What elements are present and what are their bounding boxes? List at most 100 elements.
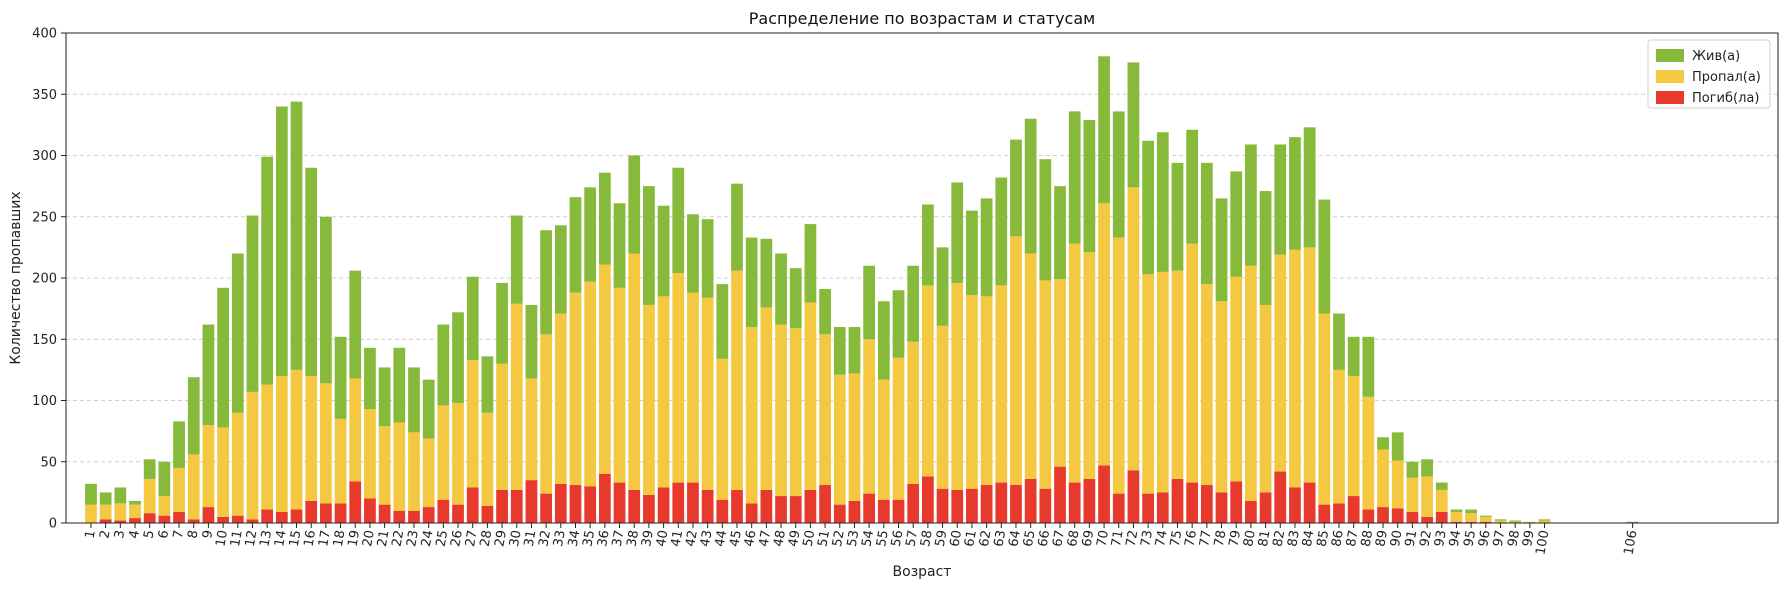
bar-segment xyxy=(1112,237,1125,494)
bar-segment xyxy=(1391,460,1404,509)
bar-segment xyxy=(173,421,185,468)
bar-segment xyxy=(628,253,641,490)
bar-segment xyxy=(129,500,141,505)
bar-segment xyxy=(643,304,655,495)
bar-segment xyxy=(1318,199,1331,314)
bar-segment xyxy=(1112,493,1125,523)
bar-segment xyxy=(1186,129,1199,244)
bar-segment xyxy=(143,478,156,514)
bar-segment xyxy=(1303,247,1316,483)
bar-segment xyxy=(1465,513,1478,522)
bar-segment xyxy=(1391,508,1404,523)
bar-segment xyxy=(877,379,890,500)
bar-segment xyxy=(716,358,729,500)
bar-segment xyxy=(643,186,655,305)
bar-segment xyxy=(85,483,97,505)
bar-segment xyxy=(1171,270,1184,479)
bar-segment xyxy=(173,467,185,512)
bars xyxy=(85,56,1639,523)
bar-segment xyxy=(745,503,758,523)
bar-segment xyxy=(598,264,611,474)
bar-segment xyxy=(1347,336,1360,376)
legend-swatch xyxy=(1656,91,1684,104)
x-tick-label: 77 xyxy=(1197,529,1215,548)
bar-segment xyxy=(569,485,582,523)
bar-segment xyxy=(158,496,171,516)
bar-segment xyxy=(1024,253,1037,479)
bar-segment xyxy=(1259,492,1272,523)
x-tick-label: 68 xyxy=(1065,529,1083,548)
x-tick-label: 49 xyxy=(786,529,804,548)
bar-segment xyxy=(554,483,567,523)
bar-segment xyxy=(540,493,552,523)
bar-segment xyxy=(261,384,274,510)
x-tick-label: 69 xyxy=(1080,529,1098,548)
bar-segment xyxy=(936,325,949,489)
x-tick-label: 36 xyxy=(595,529,613,548)
x-tick-label: 13 xyxy=(257,529,275,548)
bar-segment xyxy=(1259,304,1272,493)
bar-segment xyxy=(466,487,479,523)
bar-segment xyxy=(554,313,567,484)
x-tick-label: 73 xyxy=(1138,529,1156,548)
bar-segment xyxy=(716,284,729,359)
bar-segment xyxy=(1318,504,1331,523)
bar-segment xyxy=(628,489,641,523)
bar-segment xyxy=(1303,127,1316,248)
bar-segment xyxy=(1377,449,1389,508)
bar-segment xyxy=(1406,477,1419,512)
bar-segment xyxy=(187,454,200,520)
bar-segment xyxy=(584,187,597,282)
bar-segment xyxy=(1083,252,1096,479)
x-tick-label: 88 xyxy=(1359,529,1377,548)
bar-segment xyxy=(510,303,523,490)
x-tick-label: 106 xyxy=(1621,529,1640,556)
bar-segment xyxy=(437,324,450,406)
bar-segment xyxy=(819,289,831,335)
bar-segment xyxy=(657,205,670,297)
bar-segment xyxy=(422,507,435,523)
bar-segment xyxy=(1156,492,1169,523)
bar-segment xyxy=(1333,313,1345,370)
bar-segment xyxy=(1068,243,1081,483)
x-tick-label: 23 xyxy=(404,529,422,548)
bar-segment xyxy=(1171,162,1184,271)
bar-segment xyxy=(422,438,435,508)
bar-segment xyxy=(760,307,773,490)
x-tick-label: 22 xyxy=(390,529,408,548)
bar-segment xyxy=(261,509,274,523)
bar-segment xyxy=(892,290,905,358)
bar-segment xyxy=(481,505,494,523)
x-tick-label: 75 xyxy=(1168,529,1186,548)
bar-segment xyxy=(1435,489,1448,512)
bar-segment xyxy=(1083,119,1096,253)
bar-segment xyxy=(1362,509,1375,523)
x-tick-label: 31 xyxy=(522,529,540,548)
bar-segment xyxy=(246,215,259,392)
x-tick-label: 72 xyxy=(1124,529,1142,548)
bar-segment xyxy=(466,360,479,488)
x-tick-label: 89 xyxy=(1373,529,1391,548)
bar-segment xyxy=(1435,482,1448,490)
bar-segment xyxy=(1377,437,1389,450)
bar-segment xyxy=(1039,159,1052,281)
x-tick-label: 46 xyxy=(742,529,760,548)
x-tick-label: 95 xyxy=(1461,529,1479,548)
bar-segment xyxy=(1024,118,1037,254)
bar-segment xyxy=(1142,493,1154,523)
bar-segment xyxy=(1333,369,1345,504)
bar-segment xyxy=(452,504,464,523)
bar-segment xyxy=(1303,482,1316,523)
bar-segment xyxy=(716,499,729,523)
bar-segment xyxy=(364,347,376,410)
bar-segment xyxy=(584,486,597,523)
bar-segment xyxy=(775,324,787,497)
bar-segment xyxy=(936,488,949,523)
bar-segment xyxy=(922,204,934,286)
bar-segment xyxy=(613,287,626,483)
x-tick-label: 81 xyxy=(1256,529,1274,548)
bar-segment xyxy=(907,483,920,523)
bar-segment xyxy=(833,504,846,523)
bar-segment xyxy=(1010,485,1022,523)
bar-segment xyxy=(613,203,626,288)
